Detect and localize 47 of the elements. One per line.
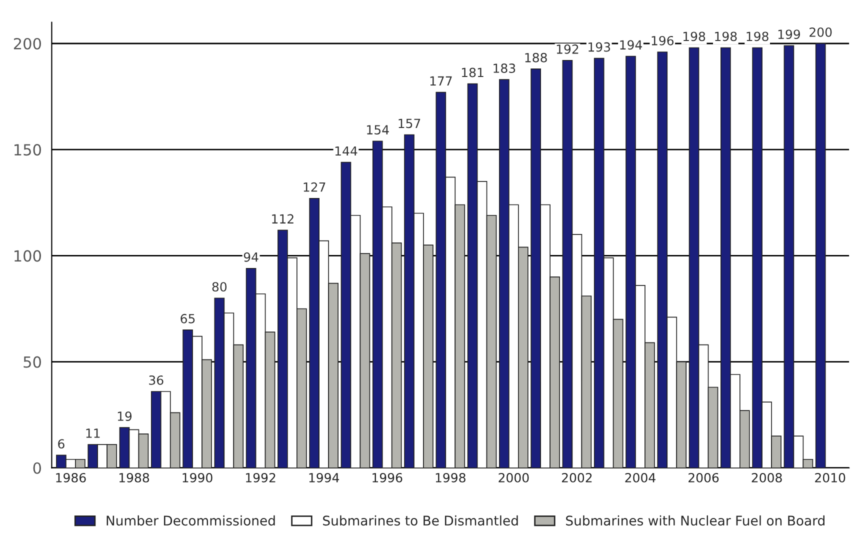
y-tick-label: 150 [14,144,41,156]
data-label: 193 [588,42,610,52]
y-tick-label: 0 [33,462,41,474]
x-tick-label: 1988 [119,472,150,482]
x-tick-label: 1996 [372,472,402,482]
x-tick-label: 1990 [182,472,212,482]
data-label: 94 [244,252,258,262]
x-tick-label: 2000 [498,472,529,482]
x-tick-label: 2010 [815,472,846,482]
x-tick-label: 1998 [436,472,466,482]
data-label: 188 [525,52,547,62]
data-label: 36 [149,375,164,385]
data-label: 198 [746,32,768,42]
data-label: 200 [810,27,832,37]
y-tick-label: 100 [14,250,41,262]
data-label: 112 [272,214,294,224]
data-label: 181 [462,68,484,78]
data-label: 183 [494,64,516,73]
x-tick-label: 2004 [625,472,656,482]
data-label: 127 [304,182,326,192]
x-tick-label: 2006 [688,472,719,482]
x-tick-label: 2002 [562,472,592,482]
data-label: 192 [556,44,578,54]
data-label: 11 [86,428,100,438]
legend-label: Submarines with Nuclear Fuel on Board [566,515,824,526]
data-label: 199 [778,30,800,40]
x-tick-label: 1992 [246,472,276,482]
legend-label: Submarines to Be Dismantled [323,515,518,526]
bar [815,43,826,468]
data-label: 154 [367,125,389,135]
data-label: 80 [212,282,227,292]
data-label: 65 [180,314,195,324]
x-tick-label: 2008 [752,472,782,482]
data-label: 198 [683,32,706,42]
data-label: 19 [118,412,132,421]
legend-label: Number Decommissioned [106,515,275,526]
x-tick-label: 1986 [56,472,86,482]
y-tick-label: 50 [24,356,41,368]
data-label: 196 [652,36,674,46]
data-label: 177 [430,76,452,86]
x-tick-label: 1994 [309,472,340,482]
data-label: 198 [715,32,737,42]
data-label: 157 [398,118,420,128]
data-label: 144 [335,146,358,156]
data-label: 194 [620,40,642,50]
data-label: 6 [58,439,64,449]
y-tick-label: 200 [14,38,41,50]
